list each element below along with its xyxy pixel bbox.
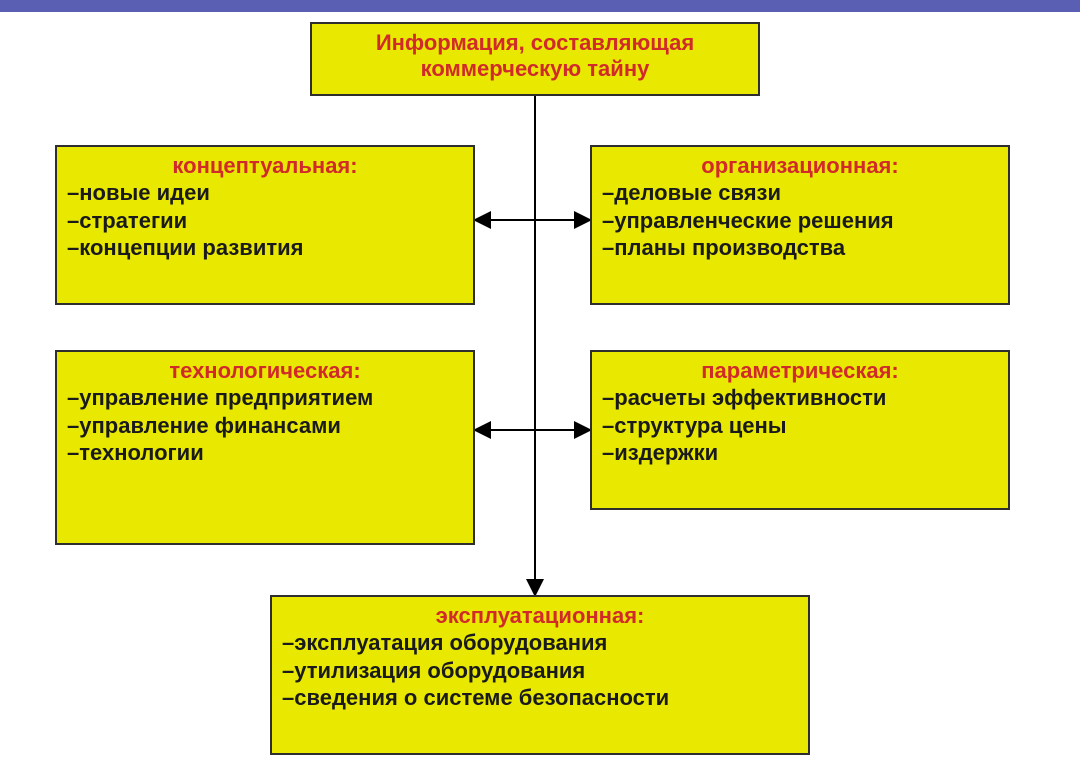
node-organizational-item-text: управленческие решения: [614, 208, 893, 233]
dash-icon: –: [282, 658, 294, 683]
node-parametric-item-text: структура цены: [614, 413, 786, 438]
node-root: Информация, составляющаякоммерческую тай…: [310, 22, 760, 96]
node-organizational-item: –управленческие решения: [602, 207, 998, 235]
dash-icon: –: [67, 235, 79, 260]
node-organizational-title: организационная:: [602, 153, 998, 179]
node-technological-title: технологическая:: [67, 358, 463, 384]
dash-icon: –: [282, 630, 294, 655]
node-conceptual-title: концептуальная:: [67, 153, 463, 179]
dash-icon: –: [602, 180, 614, 205]
node-parametric-item-text: издержки: [614, 440, 718, 465]
node-technological-item: –управление финансами: [67, 412, 463, 440]
dash-icon: –: [602, 440, 614, 465]
node-operational-item-text: эксплуатация оборудования: [294, 630, 607, 655]
node-parametric-item-text: расчеты эффективности: [614, 385, 886, 410]
node-operational: эксплуатационная:–эксплуатация оборудова…: [270, 595, 810, 755]
diagram-canvas: Информация, составляющаякоммерческую тай…: [0, 0, 1080, 769]
node-operational-item: –эксплуатация оборудования: [282, 629, 798, 657]
node-organizational-item: –планы производства: [602, 234, 998, 262]
node-operational-title: эксплуатационная:: [282, 603, 798, 629]
node-technological-item: –управление предприятием: [67, 384, 463, 412]
dash-icon: –: [67, 180, 79, 205]
node-organizational-item-text: деловые связи: [614, 180, 781, 205]
node-conceptual-item-text: концепции развития: [79, 235, 303, 260]
node-operational-item-text: сведения о системе безопасности: [294, 685, 669, 710]
node-operational-item-text: утилизация оборудования: [294, 658, 585, 683]
dash-icon: –: [602, 235, 614, 260]
node-parametric-item: –структура цены: [602, 412, 998, 440]
node-organizational-item-text: планы производства: [614, 235, 845, 260]
node-conceptual-item-text: стратегии: [79, 208, 187, 233]
node-technological-item-text: управление предприятием: [79, 385, 373, 410]
node-conceptual: концептуальная:–новые идеи–стратегии–кон…: [55, 145, 475, 305]
dash-icon: –: [67, 413, 79, 438]
node-technological-item-text: технологии: [79, 440, 203, 465]
node-technological-item-text: управление финансами: [79, 413, 341, 438]
node-conceptual-item: –стратегии: [67, 207, 463, 235]
node-parametric: параметрическая:–расчеты эффективности–с…: [590, 350, 1010, 510]
node-conceptual-item-text: новые идеи: [79, 180, 210, 205]
node-organizational-item: –деловые связи: [602, 179, 998, 207]
dash-icon: –: [67, 385, 79, 410]
dash-icon: –: [282, 685, 294, 710]
dash-icon: –: [67, 208, 79, 233]
node-root-title: коммерческую тайну: [322, 56, 748, 82]
node-organizational: организационная:–деловые связи–управленч…: [590, 145, 1010, 305]
dash-icon: –: [602, 385, 614, 410]
dash-icon: –: [602, 413, 614, 438]
dash-icon: –: [67, 440, 79, 465]
dash-icon: –: [602, 208, 614, 233]
node-technological: технологическая:–управление предприятием…: [55, 350, 475, 545]
node-conceptual-item: –концепции развития: [67, 234, 463, 262]
node-technological-item: –технологии: [67, 439, 463, 467]
node-operational-item: –сведения о системе безопасности: [282, 684, 798, 712]
top-accent-bar: [0, 0, 1080, 12]
node-parametric-item: –издержки: [602, 439, 998, 467]
node-conceptual-item: –новые идеи: [67, 179, 463, 207]
node-parametric-item: –расчеты эффективности: [602, 384, 998, 412]
node-parametric-title: параметрическая:: [602, 358, 998, 384]
node-root-title: Информация, составляющая: [322, 30, 748, 56]
node-operational-item: –утилизация оборудования: [282, 657, 798, 685]
